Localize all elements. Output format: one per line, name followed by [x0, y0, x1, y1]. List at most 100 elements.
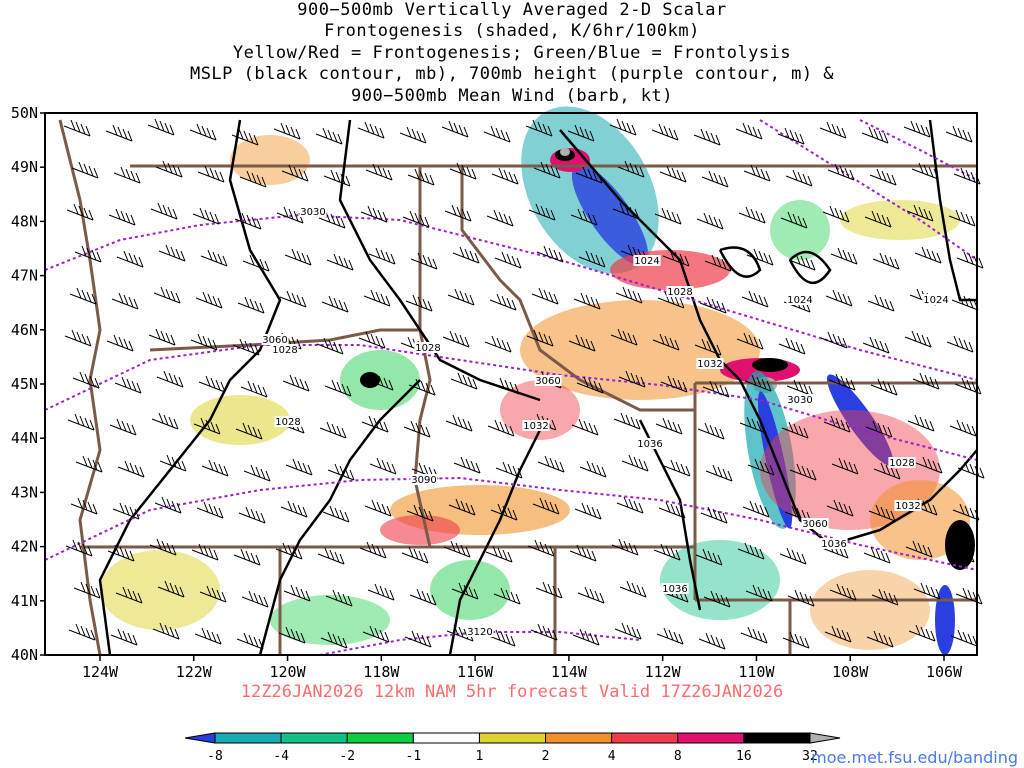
- lon-label: 114W: [551, 663, 588, 681]
- wind-barb: [404, 630, 432, 648]
- lon-label: 108W: [832, 663, 869, 681]
- wind-barb: [912, 372, 940, 390]
- wind-barb: [491, 167, 519, 185]
- wind-barb: [194, 627, 222, 645]
- wind-barb: [110, 628, 138, 646]
- wind-barb: [779, 547, 807, 565]
- wind-barb: [945, 125, 973, 143]
- wind-barb: [907, 414, 935, 432]
- wind-barb: [147, 118, 175, 136]
- wind-barb: [822, 205, 850, 223]
- wind-barb: [957, 461, 985, 479]
- wind-barb: [528, 203, 556, 221]
- wind-barb: [911, 162, 939, 180]
- lon-label: 124W: [82, 663, 119, 681]
- wind-barb: [242, 254, 270, 272]
- wind-barb: [695, 548, 723, 566]
- wind-barb: [233, 548, 261, 566]
- wind-barb: [569, 544, 597, 562]
- wind-barb: [285, 458, 313, 476]
- colorbar-segment: [280, 732, 348, 744]
- wind-barb: [869, 168, 897, 186]
- wind-barb: [451, 582, 479, 600]
- wind-barb: [283, 584, 311, 602]
- wind-barb: [357, 121, 385, 139]
- wind-barb: [952, 503, 980, 521]
- wind-barb: [369, 457, 397, 475]
- wind-barb: [610, 328, 638, 346]
- colorbar-tick-label: 8: [674, 749, 682, 764]
- height-label: 3060: [535, 376, 560, 387]
- wind-barb: [609, 118, 637, 136]
- colorbar-tick-label: 2: [542, 749, 550, 764]
- wind-barb: [861, 126, 889, 144]
- wind-barb: [159, 454, 187, 472]
- wind-barb: [494, 251, 522, 269]
- wind-barb: [577, 586, 605, 604]
- wind-barb: [531, 287, 559, 305]
- wind-barb: [611, 538, 639, 556]
- latitude-axis: 50N 49N 48N 47N 46N 45N 44N 43N 42N 41N 40N: [11, 104, 45, 664]
- wind-barb: [697, 422, 725, 440]
- wind-barb: [366, 373, 394, 391]
- wind-barb: [196, 501, 224, 519]
- wind-barb: [746, 248, 774, 266]
- isobar-label-bg: [888, 457, 916, 468]
- wind-barb: [831, 457, 859, 475]
- wind-barb: [199, 585, 227, 603]
- wind-barb: [579, 460, 607, 478]
- wind-barb: [616, 496, 644, 514]
- lat-label: 40N: [11, 646, 38, 664]
- colorbar-tick-label: -1: [406, 749, 422, 764]
- isobar-label-bg: [894, 500, 922, 511]
- wind-barb: [824, 625, 852, 643]
- colorbar-segment: [478, 732, 547, 744]
- wind-barb: [363, 289, 391, 307]
- wind-barb: [663, 459, 691, 477]
- wind-barb: [315, 127, 343, 145]
- wind-barb: [866, 630, 894, 648]
- isobar-label: 1028: [415, 343, 440, 354]
- wind-barb: [658, 501, 686, 519]
- wind-barb: [487, 419, 515, 437]
- wind-barb: [827, 163, 855, 181]
- wind-barb: [361, 415, 389, 433]
- wind-barb: [323, 169, 351, 187]
- source-credit[interactable]: moe.met.fsu.edu/banding: [811, 748, 1018, 767]
- isobar-label: 1036: [821, 539, 846, 550]
- wind-barb: [198, 375, 226, 393]
- lat-label: 48N: [11, 212, 38, 230]
- isobar-label: 1028: [272, 345, 297, 356]
- isobar-label-bg: [633, 255, 661, 266]
- wind-barb: [829, 583, 857, 601]
- lat-label: 47N: [11, 267, 38, 285]
- wind-barb: [699, 296, 727, 314]
- wind-barb: [617, 160, 645, 178]
- wind-barb: [574, 502, 602, 520]
- wind-barb: [106, 334, 134, 352]
- wind-barb: [903, 120, 931, 138]
- wind-barb: [905, 540, 933, 558]
- wind-barb: [63, 119, 91, 137]
- isobar-label-bg: [636, 438, 664, 449]
- wind-barb: [735, 122, 763, 140]
- wind-barb: [578, 250, 606, 268]
- wind-barb: [67, 413, 95, 431]
- colorbar-segment: [743, 732, 811, 744]
- wind-barb: [117, 460, 145, 478]
- wind-barb: [823, 415, 851, 433]
- wind-barb: [73, 581, 101, 599]
- wind-barb: [904, 330, 932, 348]
- wind-barb: [281, 164, 309, 182]
- wind-barb: [359, 541, 387, 559]
- colorbar-tick-label: 16: [736, 749, 752, 764]
- wind-barb: [149, 538, 177, 556]
- wind-barbs: [63, 118, 985, 650]
- isobar-label: 1032: [697, 359, 722, 370]
- colorbar-tick-label: 4: [608, 749, 616, 764]
- wind-barb: [820, 331, 848, 349]
- wind-barb: [239, 170, 267, 188]
- isobar-label-bg: [786, 294, 814, 305]
- lon-label: 118W: [363, 663, 400, 681]
- isobar-label-bg: [666, 286, 694, 297]
